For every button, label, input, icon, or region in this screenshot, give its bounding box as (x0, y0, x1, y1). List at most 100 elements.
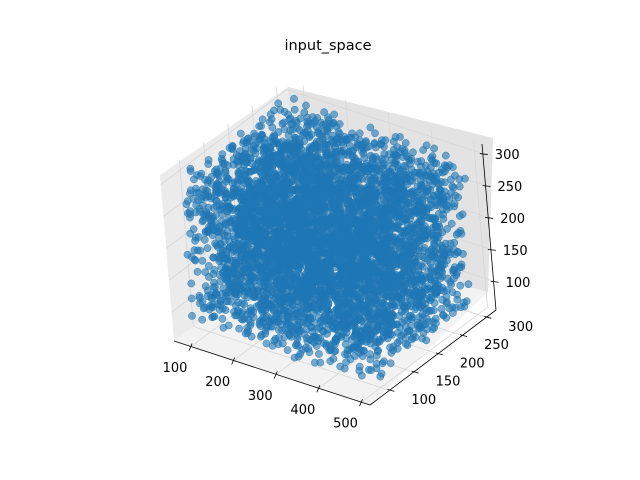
scatter-point (385, 230, 394, 238)
scatter-point (358, 256, 367, 265)
scatter-point (209, 226, 218, 235)
scatter-point (334, 249, 343, 258)
scatter-point (255, 232, 263, 241)
scatter-point (268, 266, 277, 275)
scatter-point (329, 354, 338, 363)
scatter-point (302, 101, 310, 110)
scatter-point (243, 158, 251, 167)
scatter-point (256, 168, 264, 176)
scatter-point (313, 207, 322, 216)
scatter-point (367, 204, 376, 213)
scatter-point (336, 191, 345, 200)
scatter-point (375, 263, 384, 272)
scatter-point (437, 305, 446, 313)
scatter-point (232, 288, 240, 297)
y-axis-line (369, 309, 497, 406)
scatter-point (288, 286, 297, 295)
scatter-point (351, 325, 360, 334)
scatter-point (376, 285, 385, 293)
scatter-point (303, 211, 312, 220)
scatter-point (398, 145, 406, 153)
scatter-point (277, 243, 286, 251)
scatter-point (234, 207, 243, 216)
scatter-point (418, 310, 426, 319)
scatter-point (382, 283, 391, 292)
scatter-point (254, 137, 262, 146)
scatter-point (366, 355, 375, 364)
scatter-point (309, 287, 318, 295)
scatter-point (380, 142, 388, 151)
scatter-point (301, 129, 310, 138)
scatter-point (276, 265, 284, 274)
scatter-point (427, 173, 436, 181)
scatter-point (323, 149, 332, 157)
scatter-point (301, 344, 310, 352)
scatter-point (393, 161, 402, 169)
scatter-point (464, 280, 473, 289)
scatter-point (203, 178, 212, 187)
scatter-point (389, 145, 398, 154)
scatter-point (217, 263, 226, 271)
scatter-point (341, 229, 350, 237)
scatter-point (231, 260, 240, 269)
scatter-point (269, 257, 278, 265)
scatter-point (397, 252, 406, 261)
scatter-point (415, 300, 423, 309)
scatter-point (384, 329, 392, 337)
scatter-point (275, 317, 283, 325)
scatter-point (255, 122, 264, 130)
scatter-point (263, 250, 272, 259)
scatter-point (320, 108, 328, 116)
scatter-point (228, 141, 237, 150)
scatter-point (424, 204, 432, 213)
scatter-point (450, 199, 459, 208)
scatter-point (443, 274, 452, 283)
scatter-point (267, 115, 276, 124)
scatter-point (432, 287, 441, 296)
scatter-point (268, 322, 277, 331)
scatter-point (220, 237, 229, 245)
scatter-point (247, 232, 256, 241)
scatter-point (267, 314, 275, 323)
scatter-point (419, 146, 428, 154)
scatter-point (351, 133, 359, 142)
scatter-point (406, 289, 415, 298)
scatter-point (318, 132, 326, 141)
scatter-point (280, 107, 289, 116)
scatter-point (223, 161, 232, 170)
scatter-point (339, 140, 348, 149)
scatter-point (275, 333, 283, 342)
scatter-point (451, 250, 459, 259)
scatter-point (372, 277, 381, 285)
scatter-point (296, 318, 305, 327)
scatter-point (432, 231, 441, 240)
scatter-point (246, 321, 255, 330)
scatter-point (209, 301, 217, 309)
scatter-point (455, 175, 464, 184)
scatter-point (393, 224, 402, 233)
scatter-point (232, 311, 241, 320)
scatter-point (382, 191, 391, 199)
scatter-point (398, 153, 407, 161)
scatter-point (358, 188, 367, 196)
scatter-point (430, 144, 438, 153)
scatter-point (217, 185, 226, 194)
grid-line-x-wall (473, 141, 488, 308)
scatter-point (448, 288, 457, 296)
scatter-point (211, 239, 220, 248)
scatter-point (306, 314, 315, 323)
scatter-point (315, 293, 324, 302)
scatter-point (252, 302, 261, 311)
scatter-point (311, 162, 320, 171)
scatter-point (395, 245, 404, 253)
scatter-point (454, 193, 462, 202)
scatter-point (187, 279, 196, 288)
scatter-point (350, 267, 359, 276)
z-axis-line (481, 143, 497, 311)
scatter-point (379, 165, 388, 173)
chart-title: input_space (284, 38, 371, 54)
scatter-point (391, 133, 400, 141)
scatter-point (307, 145, 316, 153)
scatter-point (237, 273, 246, 282)
scatter-points (182, 94, 473, 381)
